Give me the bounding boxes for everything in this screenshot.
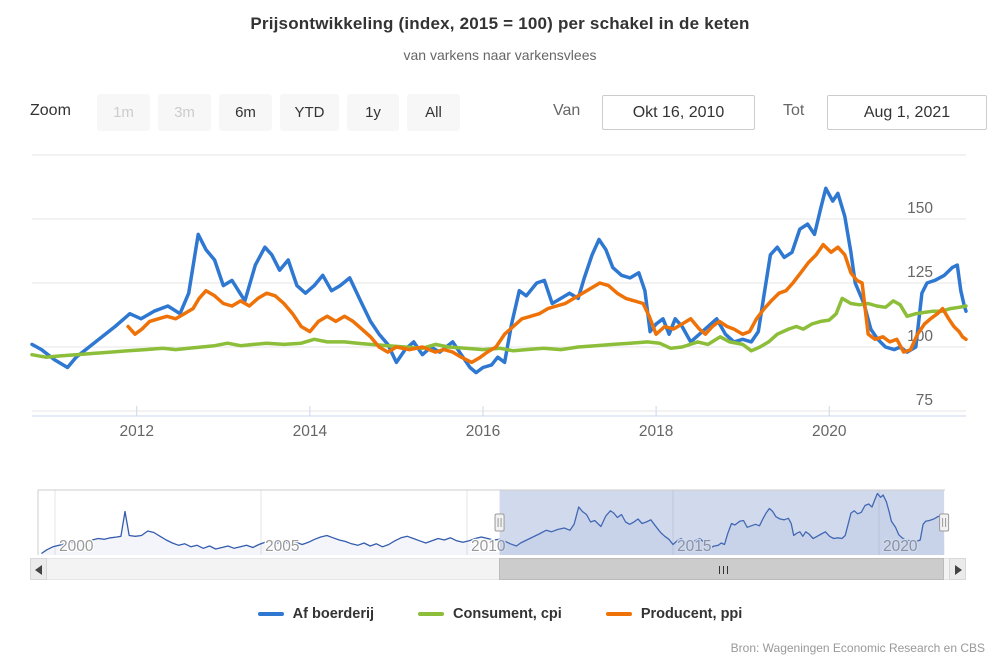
x-axis-label: 2020 xyxy=(812,423,847,440)
x-axis-label: 2018 xyxy=(639,423,673,440)
scrollbar-left-arrow-icon xyxy=(35,565,42,575)
x-axis-label: 2014 xyxy=(293,423,328,440)
navigator-area-fill xyxy=(41,493,945,555)
scrollbar-right-arrow-icon xyxy=(955,565,962,575)
navigator-selected-mask[interactable] xyxy=(499,490,945,555)
y-axis-label: 75 xyxy=(916,392,933,409)
range-from-label: Van xyxy=(553,102,581,119)
zoom-button-3m: 3m xyxy=(158,94,211,131)
credits: Bron: Wageningen Economic Research en CB… xyxy=(730,641,985,655)
legend-item-producent-ppi[interactable]: Producent, ppi xyxy=(605,606,743,622)
legend-label: Producent, ppi xyxy=(640,606,743,622)
navigator-year-label: 2005 xyxy=(265,538,299,555)
series-line-af-boerderij xyxy=(30,186,968,375)
scrollbar-left-button[interactable] xyxy=(30,558,47,580)
legend-line-icon xyxy=(418,612,445,616)
navigator-year-label: 2000 xyxy=(59,538,94,555)
zoom-button-1m: 1m xyxy=(97,94,150,131)
chart-title: Prijsontwikkeling (index, 2015 = 100) pe… xyxy=(250,14,750,33)
zoom-buttons: 1m 3m 6m YTD 1y All xyxy=(97,94,460,131)
navigator-left-handle[interactable] xyxy=(494,513,505,532)
range-to-label: Tot xyxy=(783,102,805,119)
legend-label: Consument, cpi xyxy=(453,606,562,622)
series-line-producent-ppi xyxy=(126,242,968,365)
legend-label: Af boerderij xyxy=(292,606,375,622)
navigator-series-line xyxy=(41,492,945,555)
zoom-button-6m[interactable]: 6m xyxy=(219,94,272,131)
scrollbar-right-button[interactable] xyxy=(949,558,966,580)
legend-item-consument-cpi[interactable]: Consument, cpi xyxy=(418,606,562,622)
navigator-year-label: 2010 xyxy=(471,538,506,555)
chart-subtitle: van varkens naar varkensvlees xyxy=(403,47,597,63)
zoom-button-1y[interactable]: 1y xyxy=(347,94,399,131)
navigator-right-handle[interactable] xyxy=(939,513,950,532)
x-axis-label: 2016 xyxy=(466,423,500,440)
zoom-button-all[interactable]: All xyxy=(407,94,460,131)
legend-line-icon xyxy=(605,612,632,616)
y-axis-label: 150 xyxy=(907,200,933,217)
scrollbar-thumb[interactable] xyxy=(499,558,944,580)
zoom-button-ytd[interactable]: YTD xyxy=(280,94,339,131)
scrollbar-grip-line xyxy=(719,566,720,574)
range-to-input[interactable] xyxy=(827,95,987,130)
scrollbar-grip-line xyxy=(727,566,728,574)
zoom-label: Zoom xyxy=(30,102,71,119)
navigator-year-label: 2015 xyxy=(677,538,711,555)
legend-line-icon xyxy=(257,612,284,616)
navigator-year-label: 2020 xyxy=(883,538,918,555)
navigator: 2000 2005 2010 2015 2020 xyxy=(37,489,950,556)
range-from-input[interactable] xyxy=(602,95,755,130)
legend-item-af-boerderij[interactable]: Af boerderij xyxy=(257,606,375,622)
x-axis-label: 2012 xyxy=(119,423,153,440)
scrollbar-grip-line xyxy=(723,566,724,574)
scrollbar xyxy=(0,558,1000,580)
legend: Af boerderij Consument, cpi Producent, p… xyxy=(0,606,1000,622)
y-axis-label: 125 xyxy=(907,264,933,281)
